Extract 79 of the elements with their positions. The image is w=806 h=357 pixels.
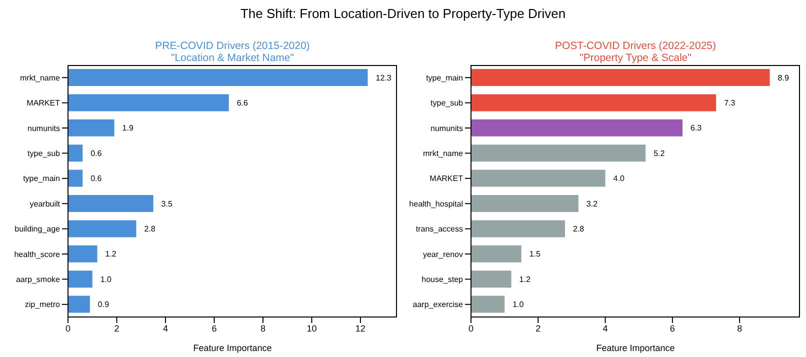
bar bbox=[68, 119, 114, 136]
y-tick-label: type_sub bbox=[430, 98, 464, 108]
data-label: 2.8 bbox=[144, 224, 156, 234]
chart-title: PRE-COVID Drivers (2015-2020) bbox=[154, 40, 311, 52]
y-tick-label: house_step bbox=[422, 275, 464, 284]
bar bbox=[471, 69, 770, 86]
data-label: 1.9 bbox=[122, 124, 134, 133]
x-tick-label: 2 bbox=[536, 323, 541, 334]
chart-subtitle: "Property Type & Scale" bbox=[578, 52, 692, 64]
bar bbox=[471, 94, 716, 112]
y-tick-label: trans_access bbox=[416, 224, 463, 234]
data-label: 1.0 bbox=[512, 300, 524, 310]
y-tick-label: type_main bbox=[426, 73, 463, 82]
y-tick-label: year_renov bbox=[422, 250, 463, 259]
data-label: 5.2 bbox=[654, 148, 666, 158]
bar bbox=[68, 144, 83, 162]
y-tick-label: aarp_smoke bbox=[16, 275, 61, 284]
data-label: 2.8 bbox=[573, 224, 585, 234]
data-label: 6.3 bbox=[690, 124, 702, 133]
data-label: 1.0 bbox=[100, 274, 112, 284]
y-tick-label: mrkt_name bbox=[20, 73, 61, 82]
y-tick-label: yearbuilt bbox=[30, 199, 61, 208]
bar bbox=[68, 69, 368, 86]
data-label: 0.6 bbox=[90, 174, 102, 184]
data-label: 6.6 bbox=[236, 98, 249, 108]
x-tick-label: 4 bbox=[162, 323, 168, 334]
x-tick-label: 0 bbox=[65, 323, 71, 334]
bar bbox=[68, 170, 83, 187]
bar bbox=[471, 144, 646, 162]
y-tick-label: health_score bbox=[14, 250, 61, 259]
bar bbox=[471, 119, 682, 136]
x-tick-label: 2 bbox=[114, 323, 120, 334]
data-label: 0.9 bbox=[98, 300, 110, 310]
y-tick-label: numunits bbox=[28, 124, 60, 133]
bar bbox=[471, 245, 522, 262]
y-tick-label: health_hospital bbox=[409, 199, 464, 208]
data-label: 7.3 bbox=[724, 98, 736, 108]
y-tick-label: MARKET bbox=[26, 98, 60, 108]
data-label: 1.5 bbox=[529, 250, 542, 259]
bar bbox=[68, 195, 154, 212]
y-tick-label: MARKET bbox=[430, 174, 464, 184]
bar bbox=[471, 270, 512, 288]
chart-subtitle: "Location & Market Name" bbox=[170, 52, 295, 64]
bar bbox=[68, 94, 229, 112]
x-tick-label: 10 bbox=[306, 323, 317, 334]
bar bbox=[68, 245, 98, 262]
y-tick-label: aarp_exercise bbox=[412, 300, 464, 310]
x-tick-label: 8 bbox=[737, 323, 742, 334]
x-tick-label: 6 bbox=[670, 323, 675, 334]
bar bbox=[471, 296, 505, 313]
data-label: 1.2 bbox=[105, 250, 117, 259]
y-tick-label: type_sub bbox=[28, 149, 61, 158]
x-tick-label: 4 bbox=[602, 323, 608, 334]
data-label: 12.3 bbox=[376, 73, 392, 82]
x-tick-label: 6 bbox=[212, 323, 217, 334]
data-label: 0.6 bbox=[90, 148, 102, 158]
data-label: 4.0 bbox=[613, 174, 625, 184]
x-tick-label: 0 bbox=[468, 323, 474, 334]
y-tick-label: zip_metro bbox=[24, 300, 61, 310]
x-axis-title: Feature Importance bbox=[193, 343, 272, 353]
x-tick-label: 8 bbox=[260, 323, 266, 334]
x-axis-title: Feature Importance bbox=[596, 343, 675, 353]
chart-title: POST-COVID Drivers (2022-2025) bbox=[554, 40, 718, 52]
bar bbox=[68, 220, 136, 238]
data-label: 1.2 bbox=[519, 274, 531, 284]
bar bbox=[68, 296, 90, 313]
bar bbox=[471, 220, 565, 238]
y-tick-label: building_age bbox=[14, 224, 61, 234]
data-label: 3.2 bbox=[586, 199, 598, 208]
bar bbox=[68, 270, 92, 288]
y-tick-label: numunits bbox=[430, 124, 463, 133]
y-tick-label: mrkt_name bbox=[422, 149, 464, 158]
data-label: 3.5 bbox=[161, 199, 173, 208]
data-label: 8.9 bbox=[778, 73, 790, 82]
bar bbox=[471, 195, 578, 212]
y-tick-label: type_main bbox=[23, 174, 60, 184]
text: The Shift: From Location-Driven to Property-Type Driven bbox=[239, 6, 567, 21]
bar bbox=[471, 170, 606, 187]
x-tick-label: 12 bbox=[355, 323, 366, 334]
